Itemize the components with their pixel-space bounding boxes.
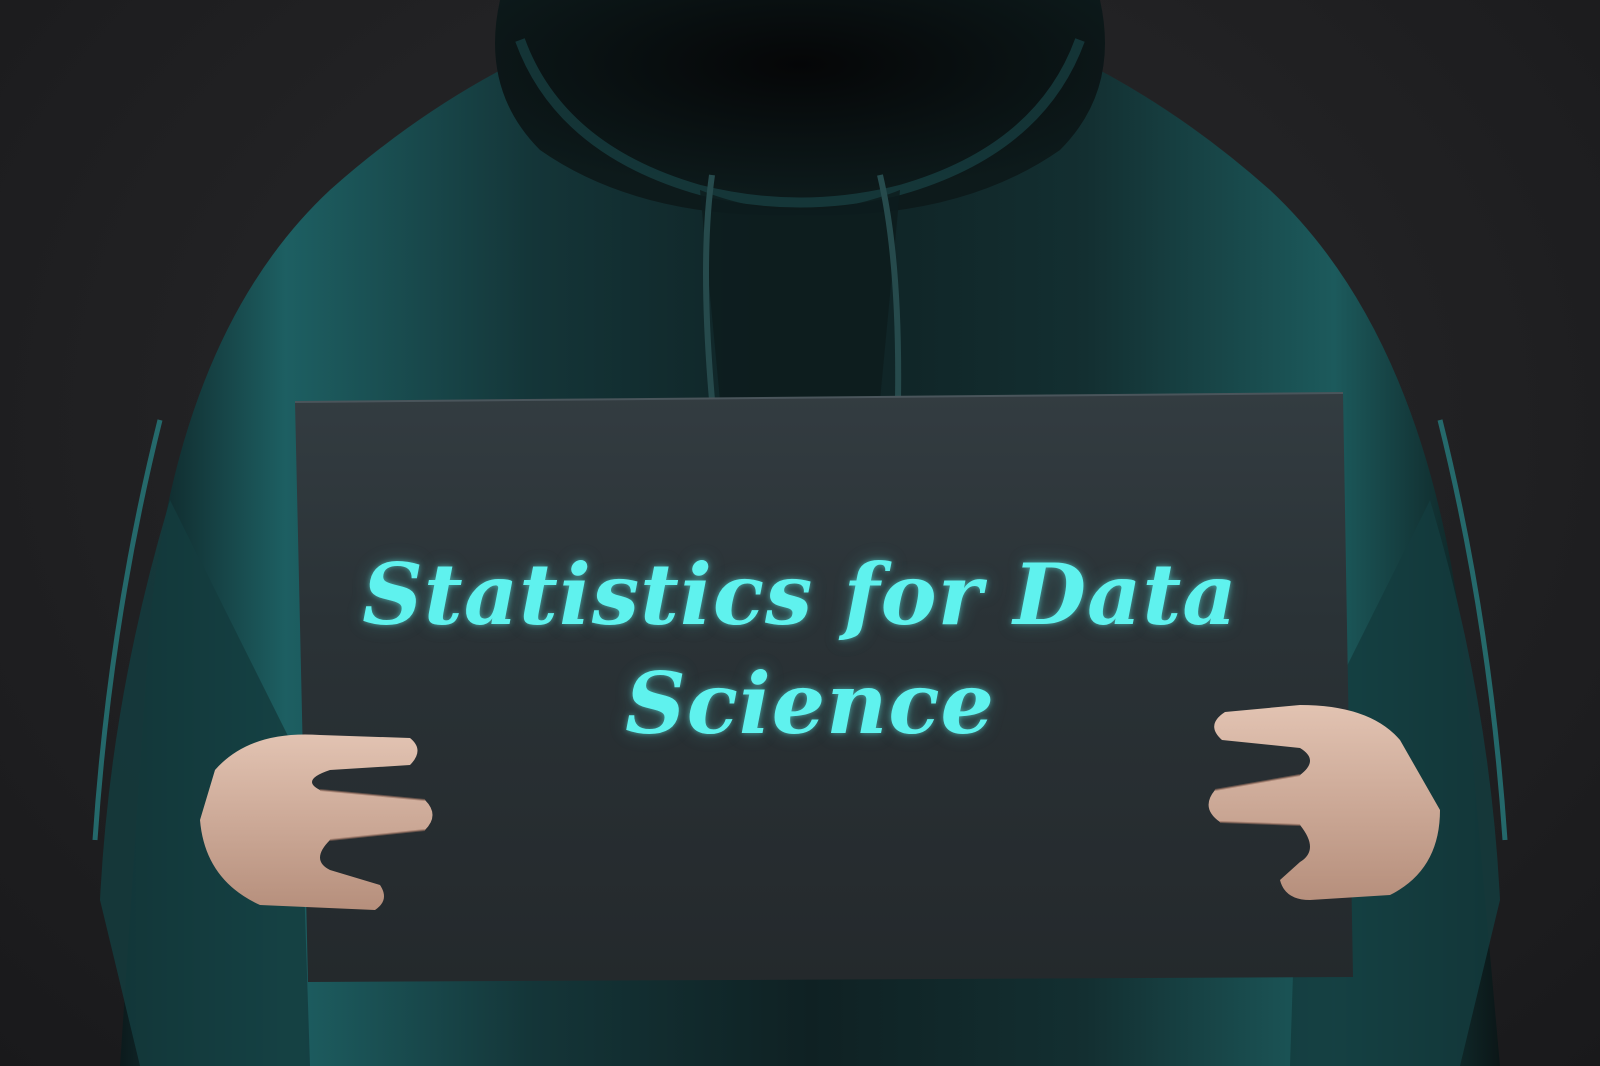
chest-fold bbox=[700, 190, 900, 400]
right-arm-rim-light bbox=[1437, 419, 1508, 841]
hood bbox=[495, 0, 1105, 216]
hood-rim bbox=[515, 38, 1085, 208]
left-arm-rim-light bbox=[92, 419, 163, 841]
left-hand bbox=[200, 734, 433, 910]
sign-line-1: Statistics for Data bbox=[362, 545, 1238, 644]
sign-board-edge bbox=[294, 392, 1344, 403]
left-arm bbox=[100, 500, 310, 1066]
drawstring-right bbox=[877, 174, 902, 401]
sign-line-2: Science bbox=[625, 654, 995, 754]
sign-headline: Statistics for Data Science bbox=[300, 540, 1300, 758]
drawstring-left bbox=[703, 174, 715, 401]
right-hand bbox=[1208, 705, 1440, 900]
sign-board bbox=[295, 393, 1353, 982]
